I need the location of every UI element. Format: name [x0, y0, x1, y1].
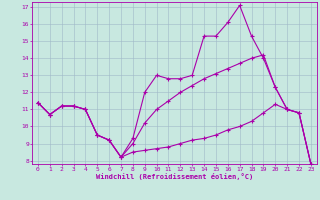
X-axis label: Windchill (Refroidissement éolien,°C): Windchill (Refroidissement éolien,°C) [96, 173, 253, 180]
